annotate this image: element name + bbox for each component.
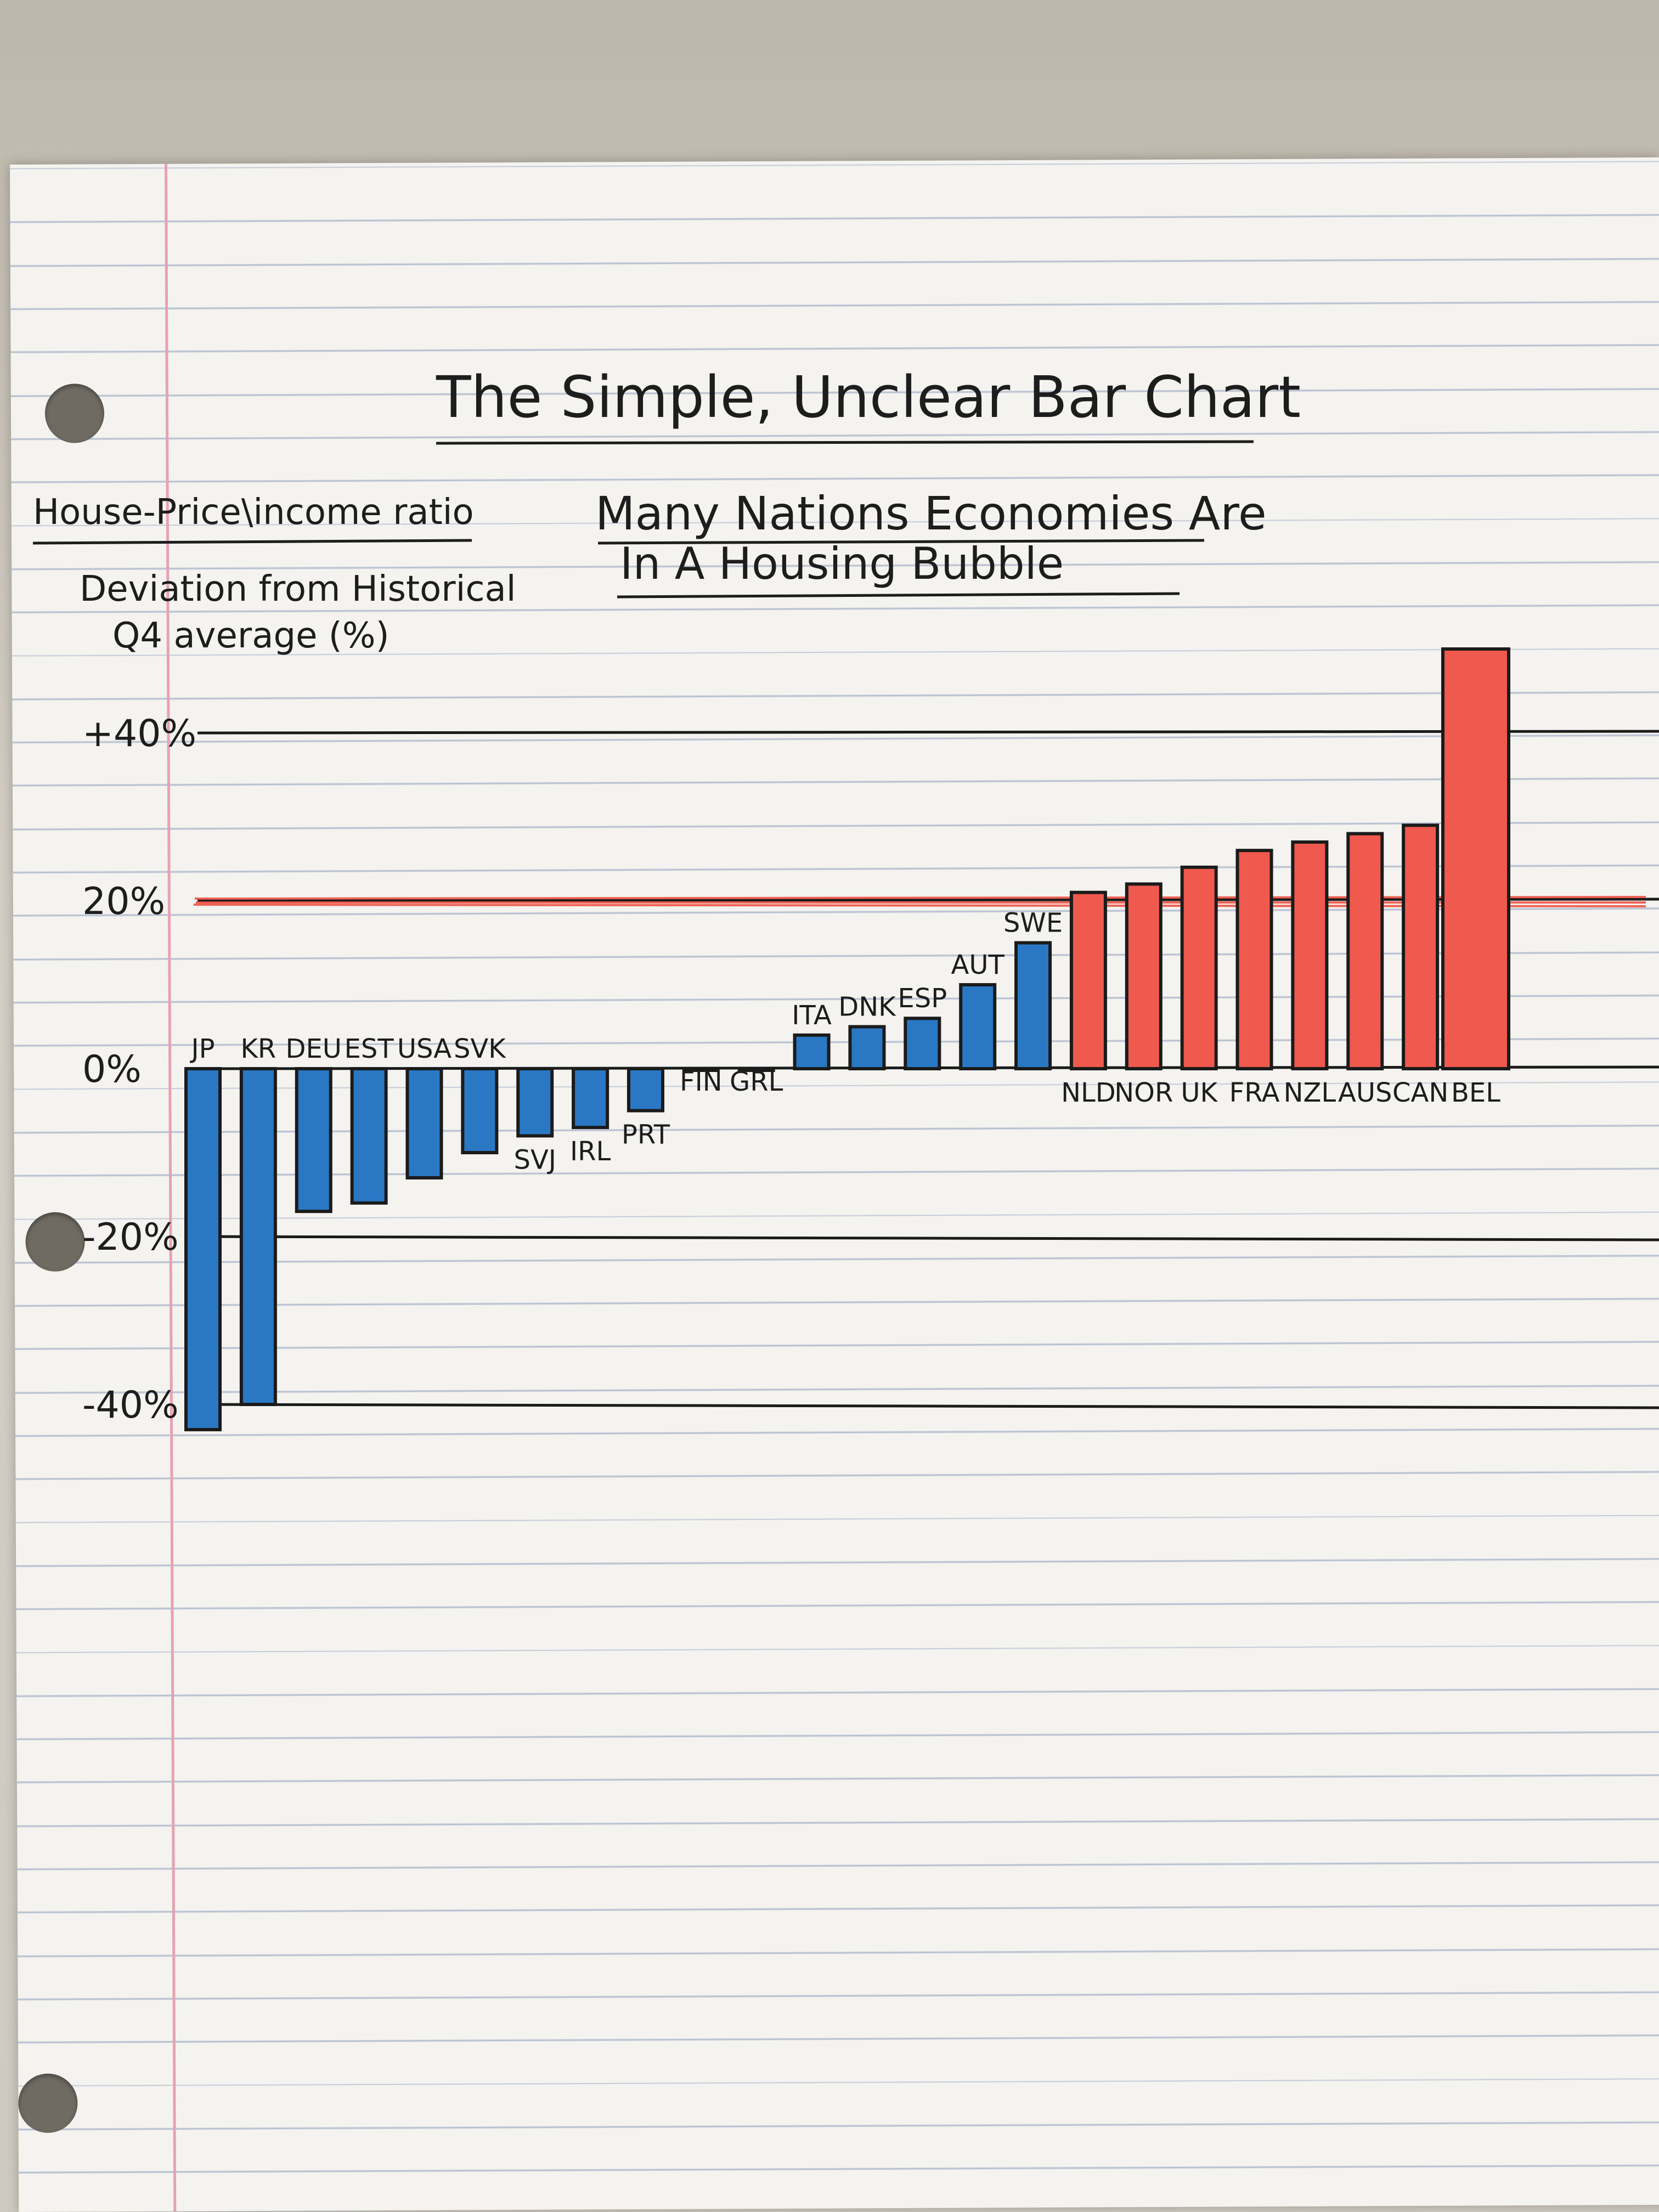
chart-subtitle-line1: Many Nations Economies Are bbox=[595, 487, 1267, 540]
category-label: BEL bbox=[1451, 1077, 1500, 1108]
category-label: ITA bbox=[792, 1000, 832, 1031]
category-label: FRA bbox=[1229, 1077, 1280, 1108]
chart-subtitle-line2: In A Housing Bubble bbox=[620, 538, 1064, 589]
bar bbox=[959, 983, 997, 1070]
bar bbox=[239, 1067, 277, 1406]
y-tick-labels: +40% 20% 0% -20% -40% bbox=[82, 712, 196, 1427]
grid-line bbox=[197, 1403, 1659, 1409]
category-label: IRL bbox=[570, 1136, 611, 1167]
bar bbox=[350, 1067, 388, 1205]
y-tick-label: 20% bbox=[82, 880, 165, 923]
bar bbox=[1235, 849, 1273, 1070]
category-label: ESP bbox=[898, 983, 947, 1014]
category-label: SVK bbox=[454, 1034, 506, 1064]
category-label: FIN bbox=[680, 1066, 723, 1097]
category-label: NOR bbox=[1114, 1077, 1173, 1108]
category-label: JP bbox=[189, 1034, 215, 1064]
bar bbox=[793, 1033, 831, 1071]
bar bbox=[904, 1017, 941, 1070]
bar bbox=[1346, 832, 1384, 1070]
category-label: GRL bbox=[730, 1066, 783, 1097]
category-label: EST bbox=[345, 1034, 394, 1064]
bar bbox=[1180, 865, 1218, 1071]
category-label: PRT bbox=[622, 1120, 670, 1150]
category-labels: JP KR DEU EST USA SVK SVJ IRL PRT FIN GRL ITA DNK ESP… bbox=[189, 908, 1500, 1176]
bar bbox=[1069, 890, 1107, 1070]
bar bbox=[1402, 823, 1440, 1071]
subtitle-underline-1 bbox=[597, 539, 1205, 545]
y-axis-label-underline bbox=[32, 539, 472, 545]
bar bbox=[1441, 647, 1510, 1070]
title-underline bbox=[436, 440, 1254, 445]
category-label: CAN bbox=[1392, 1077, 1448, 1108]
bar bbox=[1125, 882, 1163, 1071]
bar bbox=[1291, 840, 1329, 1071]
bar bbox=[295, 1067, 332, 1214]
bar bbox=[184, 1067, 222, 1431]
category-label: SVJ bbox=[514, 1144, 556, 1175]
y-axis-label-line3: Q4 average (%) bbox=[112, 616, 390, 656]
category-label: KR bbox=[240, 1034, 276, 1064]
category-label: AUS bbox=[1338, 1077, 1392, 1108]
category-label: NZL bbox=[1284, 1077, 1336, 1108]
bar bbox=[737, 1067, 775, 1072]
bar bbox=[572, 1067, 610, 1130]
bar bbox=[627, 1067, 664, 1113]
bars bbox=[184, 647, 1510, 1431]
chart-title: The Simple, Unclear Bar Chart bbox=[436, 364, 1301, 431]
category-label: DNK bbox=[838, 992, 896, 1023]
category-label: DEU bbox=[286, 1034, 342, 1064]
category-label: AUT bbox=[951, 950, 1005, 980]
category-label: NLD bbox=[1061, 1077, 1116, 1108]
y-tick-label: -40% bbox=[82, 1384, 179, 1427]
bar bbox=[682, 1067, 720, 1072]
category-label: USA bbox=[397, 1034, 452, 1064]
bar bbox=[848, 1025, 886, 1070]
grid-line bbox=[197, 1235, 1659, 1242]
bar bbox=[405, 1067, 443, 1180]
y-axis-label-line2: Deviation from Historical bbox=[80, 569, 516, 610]
bar bbox=[461, 1067, 499, 1154]
subtitle-underline-2 bbox=[617, 592, 1180, 599]
y-tick-label: +40% bbox=[82, 712, 196, 755]
y-tick-label: 0% bbox=[82, 1048, 142, 1091]
y-axis-label-line1: House-Price\income ratio bbox=[33, 492, 474, 533]
y-tick-label: -20% bbox=[82, 1216, 179, 1259]
bar bbox=[1014, 941, 1052, 1070]
grid-line bbox=[197, 730, 1659, 735]
category-label: SWE bbox=[1003, 908, 1063, 939]
bar bbox=[516, 1067, 554, 1138]
category-label: UK bbox=[1181, 1077, 1218, 1108]
